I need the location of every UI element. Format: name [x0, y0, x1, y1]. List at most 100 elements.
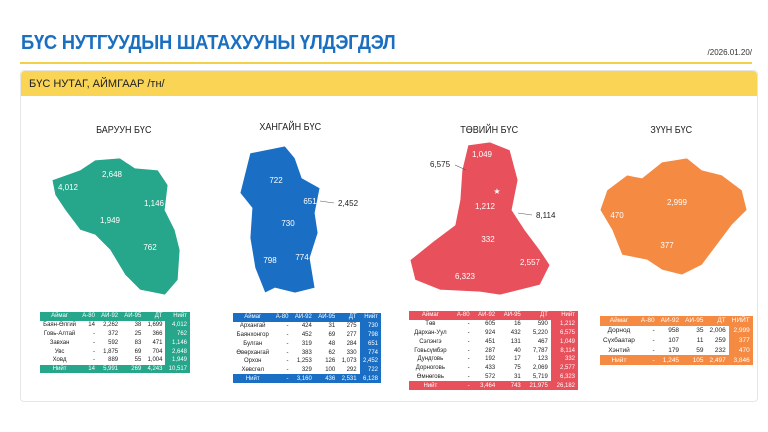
table-cell: 2,648	[165, 347, 190, 356]
map-label: 332	[481, 235, 495, 244]
region-title-central: ТӨВИЙН БҮС	[460, 125, 519, 136]
table-total-row: Нийт 14 5,991 269 4,243 10,517	[40, 364, 190, 374]
table-cell: 722	[359, 365, 381, 375]
region-title-west: БАРУУН БҮС	[96, 125, 152, 136]
table-cell: АИ-92	[657, 316, 683, 326]
table-cell: Говь-Алтай	[43, 330, 76, 337]
table-cell: 1,212	[550, 319, 578, 329]
table-cell: 651	[359, 339, 381, 349]
table-row: Дархан-Уул - 924 432 5,220 6,575	[409, 328, 578, 338]
table-cell: Аймаг	[600, 316, 638, 326]
map-label: 651	[303, 197, 317, 206]
table-row: Төв - 605 16 590 1,212	[409, 319, 578, 329]
table-cell: 2,531	[338, 374, 360, 384]
table-cell: А-80	[451, 311, 473, 320]
table-cell: 432	[510, 329, 521, 336]
table-cell: 2,497	[706, 355, 729, 365]
table-cell: 287	[485, 347, 496, 354]
table-cell: 958	[668, 327, 680, 335]
map-label: 2,999	[667, 198, 688, 207]
report-date: /2026.01.20/	[707, 48, 752, 57]
table-header-row: Аймаг А-80 АИ-92 АИ-95 ДТ Нийт	[409, 311, 578, 320]
map-label: 377	[660, 241, 674, 250]
map-shape-east	[599, 157, 748, 276]
section-header: БҮС НУТАГ, АЙМГААР /тн/	[21, 71, 757, 96]
table-cell: 69	[328, 331, 336, 338]
table-row: Увс - 1,875 69 704 2,648	[40, 347, 190, 356]
table-cell: -	[467, 321, 470, 328]
table-cell: 1,253	[296, 358, 312, 365]
table-cell: 35	[696, 327, 704, 335]
table-cell: Аймаг	[40, 312, 80, 321]
table-cell: 259	[714, 336, 726, 344]
map-shape-khangai	[239, 145, 321, 294]
table-cell: -	[286, 358, 289, 365]
table-cell: 6,575	[550, 328, 578, 338]
map-shape-central	[409, 141, 551, 296]
table-cell: 5,991	[97, 364, 122, 374]
table-cell: 4,243	[144, 364, 166, 374]
table-row: Завхан - 592 83 471 1,146	[40, 338, 190, 348]
table-cell: 5,220	[532, 329, 548, 336]
table-cell: 592	[108, 339, 119, 346]
table-cell: 319	[301, 340, 312, 347]
table-cell: 3,464	[472, 381, 499, 391]
table-cell: 332	[550, 354, 578, 364]
map-west: 4,012 2,648 1,146 1,949 762	[51, 157, 181, 296]
table-cell: 40	[514, 347, 521, 354]
table-total-row: Нийт -3,464 743 21,975 26,182	[409, 381, 578, 391]
table-cell: АИ-95	[121, 312, 145, 321]
table-row: Архангай - 424 31 275 730	[233, 321, 381, 331]
table-cell: Төв	[425, 321, 436, 328]
table-header-row: Аймаг А-80 АИ-92 АИ-95 ДТ НИЙТ	[600, 316, 753, 326]
map-label: 1,146	[144, 199, 165, 208]
table-cell: 470	[728, 345, 753, 356]
table-cell: 704	[152, 348, 163, 355]
map-label: 6,323	[455, 272, 476, 281]
table-cell: ДТ	[706, 316, 729, 326]
table-cell: Нийт	[409, 381, 452, 391]
table-cell: -	[652, 346, 655, 354]
map-east: 470 2,999 377	[599, 157, 748, 276]
table-cell: 1,146	[165, 338, 190, 348]
table-cell: 4,012	[165, 320, 190, 330]
map-central: 1,049 1,212 332 6,323 2,557 ★ 6,575 8,11…	[409, 141, 556, 296]
table-cell: 2,262	[103, 322, 119, 329]
table-cell: Хөвсгөл	[241, 367, 264, 374]
table-cell: 762	[165, 329, 190, 339]
table-cell: АИ-95	[682, 316, 707, 326]
table-row: Орхон -1,253 126 1,073 2,452	[233, 356, 381, 366]
table-cell: -	[92, 348, 95, 355]
table-cell: 100	[325, 367, 336, 374]
table-cell: 284	[346, 340, 357, 347]
callout-arrow-icon	[454, 164, 467, 171]
table-cell: 7,787	[532, 347, 548, 354]
table-cell: НИЙТ	[728, 316, 753, 326]
table-cell: 6,323	[550, 372, 578, 382]
table-cell: АИ-92	[97, 312, 122, 321]
table-cell: Ховд	[52, 357, 67, 364]
table-cell: Өмнөговь	[416, 373, 444, 380]
map-label: 1,212	[475, 202, 496, 211]
table-cell: 31	[328, 323, 336, 330]
table-cell: 3,160	[291, 374, 315, 384]
region-title-khangai: ХАНГАЙН БҮС	[259, 122, 322, 133]
table-cell: -	[92, 357, 95, 364]
table-cell: Нийт	[550, 311, 578, 320]
table-cell: 31	[514, 373, 521, 380]
table-cell: -	[272, 374, 292, 384]
table-cell: 467	[537, 338, 548, 345]
table-cell: 605	[485, 321, 496, 328]
table-cell: Дорнод	[607, 327, 631, 335]
map-label: 798	[263, 256, 277, 265]
table-west: Аймаг А-80 АИ-92 АИ-95 ДТ Нийт Баян-Өлгий 14 2,2…	[40, 312, 190, 374]
table-cell: Сүхбаатар	[603, 336, 635, 344]
table-cell: Өвөрхангай	[236, 349, 270, 356]
table-cell: Аймаг	[233, 313, 273, 322]
table-cell: 366	[152, 330, 163, 337]
table-cell: А-80	[637, 316, 658, 326]
map-callout: 2,452	[338, 199, 359, 208]
table-cell: 48	[328, 340, 336, 347]
table-cell: 192	[485, 356, 496, 363]
table-cell: А-80	[272, 313, 292, 322]
